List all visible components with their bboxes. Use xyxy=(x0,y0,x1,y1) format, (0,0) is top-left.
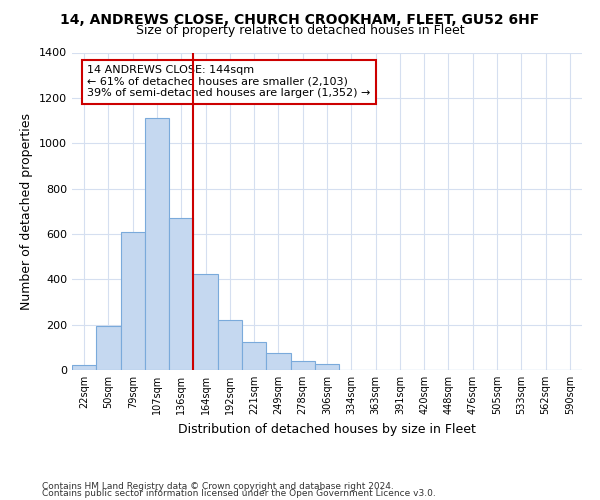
Bar xyxy=(96,326,121,370)
Bar xyxy=(169,218,193,370)
Text: Contains HM Land Registry data © Crown copyright and database right 2024.: Contains HM Land Registry data © Crown c… xyxy=(42,482,394,491)
Bar xyxy=(315,364,339,370)
Text: Contains public sector information licensed under the Open Government Licence v3: Contains public sector information licen… xyxy=(42,490,436,498)
Bar xyxy=(218,320,242,370)
Text: 14, ANDREWS CLOSE, CHURCH CROOKHAM, FLEET, GU52 6HF: 14, ANDREWS CLOSE, CHURCH CROOKHAM, FLEE… xyxy=(61,12,539,26)
Bar xyxy=(290,362,315,370)
Text: Size of property relative to detached houses in Fleet: Size of property relative to detached ho… xyxy=(136,24,464,37)
Bar xyxy=(242,342,266,370)
Bar xyxy=(193,274,218,370)
X-axis label: Distribution of detached houses by size in Fleet: Distribution of detached houses by size … xyxy=(178,422,476,436)
Bar xyxy=(266,353,290,370)
Text: 14 ANDREWS CLOSE: 144sqm
← 61% of detached houses are smaller (2,103)
39% of sem: 14 ANDREWS CLOSE: 144sqm ← 61% of detach… xyxy=(88,65,371,98)
Bar xyxy=(145,118,169,370)
Bar xyxy=(72,366,96,370)
Bar xyxy=(121,232,145,370)
Y-axis label: Number of detached properties: Number of detached properties xyxy=(20,113,34,310)
